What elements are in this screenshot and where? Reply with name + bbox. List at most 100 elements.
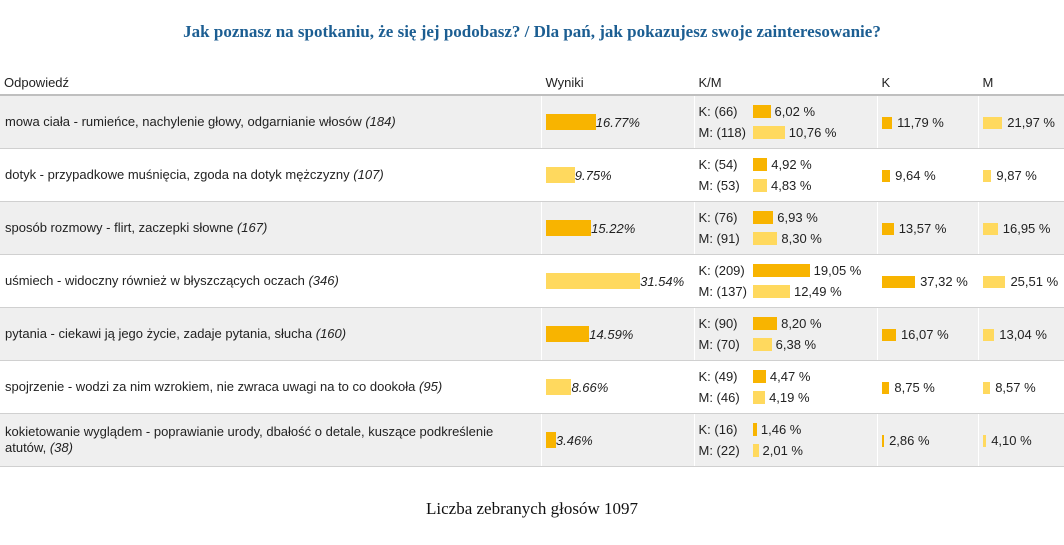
m-breakdown-bar: [752, 126, 785, 139]
answer-text: kokietowanie wyglądem - poprawianie urod…: [5, 424, 494, 455]
header-results: Wyniki: [540, 70, 694, 96]
k-share-cell: 16,07 %: [876, 307, 978, 361]
page-title: Jak poznasz na spotkaniu, że się jej pod…: [183, 22, 881, 41]
m-share-bar: [982, 434, 987, 447]
m-count-label: M: (118): [698, 125, 746, 140]
answer-text: sposób rozmowy - flirt, zaczepki słowne: [5, 220, 234, 235]
m-breakdown-percent: 12,49 %: [793, 284, 842, 299]
m-breakdown-line: M: (46) 4,19 %: [699, 387, 877, 408]
m-share-percent: 8,57 %: [995, 380, 1036, 396]
m-share-percent: 25,51 %: [1010, 274, 1059, 290]
answer-text: dotyk - przypadkowe muśnięcia, zgoda na …: [5, 167, 350, 182]
m-breakdown-line: M: (91) 8,30 %: [699, 228, 877, 249]
m-share-bar: [982, 275, 1006, 288]
result-cell: 16.77%: [540, 95, 694, 149]
m-count-label: M: (53): [698, 178, 740, 193]
answer-count: (160): [315, 326, 347, 341]
m-count-label: M: (46): [698, 390, 740, 405]
m-count-label: M: (22): [698, 443, 740, 458]
m-share-cell: 21,97 %: [977, 95, 1064, 149]
table-header-row: Odpowiedź Wyniki K/M K M: [0, 70, 1064, 96]
km-cell: K: (76) 6,93 % M: (91) 8,30 %: [693, 201, 877, 255]
result-cell: 9.75%: [540, 148, 694, 202]
answer-text: uśmiech - widoczny również w błyszczącyc…: [5, 273, 305, 288]
answer-count: (184): [365, 114, 396, 129]
answer-count: (346): [308, 273, 339, 288]
k-count-label: K: (209): [698, 263, 745, 278]
k-share-percent: 2,86 %: [889, 433, 930, 449]
m-count-label: M: (137): [698, 284, 747, 299]
m-breakdown-line: M: (118) 10,76 %: [699, 122, 877, 143]
result-bar: [545, 432, 556, 449]
answer-text: spojrzenie - wodzi za nim wzrokiem, nie …: [5, 379, 416, 394]
m-share-bar: [982, 169, 992, 182]
m-share-percent: 9,87 %: [996, 168, 1037, 184]
k-share-bar: [881, 169, 891, 182]
km-cell: K: (54) 4,92 % M: (53) 4,83 %: [693, 148, 877, 202]
answer-count: (107): [353, 167, 384, 182]
k-count-label: K: (16): [698, 422, 738, 437]
m-share-cell: 9,87 %: [977, 148, 1064, 202]
km-cell: K: (16) 1,46 % M: (22) 2,01 %: [693, 413, 877, 467]
answer-cell: spojrzenie - wodzi za nim wzrokiem, nie …: [0, 360, 541, 414]
k-breakdown-bar: [752, 264, 810, 277]
k-breakdown-percent: 4,47 %: [769, 369, 811, 384]
k-breakdown-bar: [752, 317, 778, 330]
m-breakdown-line: M: (22) 2,01 %: [699, 440, 877, 461]
m-breakdown-bar: [752, 285, 790, 298]
m-breakdown-bar: [752, 444, 759, 457]
result-percent: 31.54%: [640, 273, 685, 289]
k-share-percent: 13,57 %: [898, 221, 947, 237]
km-cell: K: (209) 19,05 % M: (137) 12,49 %: [693, 254, 877, 308]
k-share-cell: 13,57 %: [876, 201, 978, 255]
k-count-label: K: (76): [698, 210, 738, 225]
km-cell: K: (49) 4,47 % M: (46) 4,19 %: [693, 360, 877, 414]
k-breakdown-bar: [752, 158, 768, 171]
m-share-bar: [982, 381, 991, 394]
header-k: K: [876, 70, 978, 96]
k-share-percent: 8,75 %: [894, 380, 935, 396]
result-bar: [545, 167, 575, 184]
result-percent: 15.22%: [591, 220, 636, 236]
k-share-cell: 11,79 %: [876, 95, 978, 149]
header-m: M: [977, 70, 1064, 96]
k-share-cell: 37,32 %: [876, 254, 978, 308]
table-row: pytania - ciekawi ją jego życie, zadaje …: [0, 307, 1064, 361]
m-breakdown-percent: 2,01 %: [762, 443, 803, 458]
result-bar: [545, 326, 590, 343]
answer-cell: dotyk - przypadkowe muśnięcia, zgoda na …: [0, 148, 541, 202]
table-row: spojrzenie - wodzi za nim wzrokiem, nie …: [0, 360, 1064, 414]
k-share-bar: [881, 434, 885, 447]
k-breakdown-percent: 4,92 %: [771, 157, 812, 172]
k-count-label: K: (66): [698, 104, 738, 119]
k-breakdown-line: K: (66) 6,02 %: [699, 101, 877, 122]
result-bar: [545, 273, 641, 290]
k-share-cell: 9,64 %: [876, 148, 978, 202]
k-count-label: K: (90): [698, 316, 738, 331]
m-share-percent: 21,97 %: [1007, 115, 1055, 131]
m-breakdown-line: M: (137) 12,49 %: [699, 281, 877, 302]
m-breakdown-bar: [752, 391, 766, 404]
result-percent: 8.66%: [571, 379, 609, 395]
m-share-percent: 16,95 %: [1002, 221, 1051, 237]
answer-cell: uśmiech - widoczny również w błyszczącyc…: [0, 254, 541, 308]
answer-cell: kokietowanie wyglądem - poprawianie urod…: [0, 413, 541, 467]
k-breakdown-line: K: (90) 8,20 %: [699, 313, 877, 334]
answer-cell: mowa ciała - rumieńce, nachylenie głowy,…: [0, 95, 541, 149]
result-percent: 14.59%: [589, 326, 634, 342]
m-breakdown-line: M: (70) 6,38 %: [699, 334, 877, 355]
header-answer: Odpowiedź: [0, 70, 541, 96]
k-share-bar: [881, 381, 890, 394]
k-breakdown-line: K: (54) 4,92 %: [699, 154, 877, 175]
k-breakdown-line: K: (49) 4,47 %: [699, 366, 877, 387]
m-breakdown-percent: 10,76 %: [788, 125, 837, 140]
m-breakdown-line: M: (53) 4,83 %: [699, 175, 877, 196]
table-row: sposób rozmowy - flirt, zaczepki słowne …: [0, 201, 1064, 255]
m-share-cell: 8,57 %: [977, 360, 1064, 414]
m-breakdown-percent: 6,38 %: [775, 337, 817, 352]
answer-text: mowa ciała - rumieńce, nachylenie głowy,…: [5, 114, 362, 129]
table-row: uśmiech - widoczny również w błyszczącyc…: [0, 254, 1064, 308]
result-cell: 31.54%: [540, 254, 694, 308]
result-bar: [545, 220, 592, 237]
k-share-bar: [881, 222, 894, 235]
